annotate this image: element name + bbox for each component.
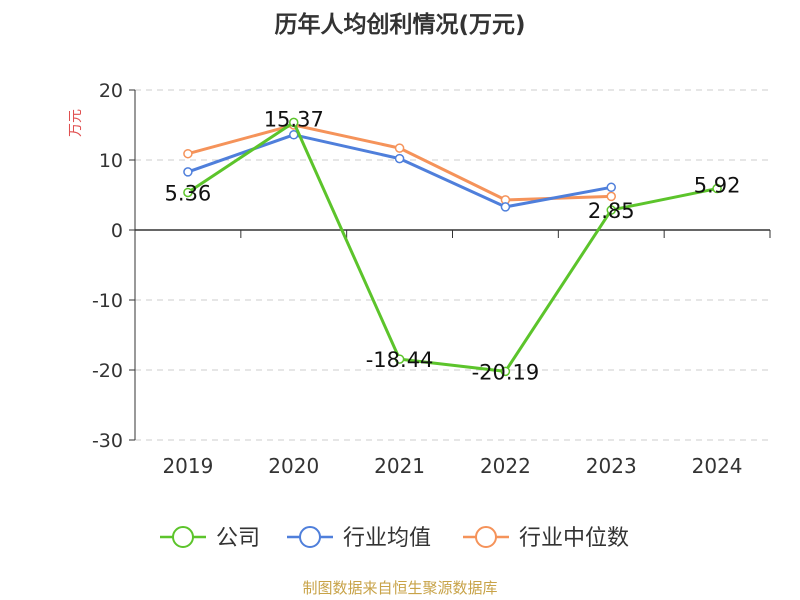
legend-swatch-marker: [299, 526, 321, 548]
y-tick-label: 10: [99, 150, 123, 172]
legend-item: 公司: [160, 526, 260, 551]
data-point: [289, 117, 299, 128]
data-point: [183, 148, 193, 159]
data-label: -18.44: [366, 348, 434, 372]
data-label: -20.19: [472, 360, 540, 384]
data-point: [606, 182, 616, 193]
data-label: 5.36: [165, 181, 212, 205]
y-tick-label: -30: [92, 430, 123, 452]
data-point: [183, 187, 193, 198]
y-tick-label: -20: [92, 360, 123, 382]
legend-swatch-marker: [172, 526, 194, 548]
source-footer: 制图数据来自恒生聚源数据库: [302, 579, 498, 597]
legend-label: 行业均值: [343, 526, 431, 551]
y-tick-label: 20: [99, 80, 123, 102]
data-point: [394, 354, 405, 364]
data-point: [606, 205, 616, 215]
y-axis-label: 万元: [68, 109, 84, 137]
y-tick-label: 0: [111, 220, 123, 242]
x-tick-label: 2023: [586, 454, 637, 478]
data-label: 15.37: [264, 107, 324, 131]
data-point: [394, 153, 405, 164]
data-point: [183, 167, 193, 177]
x-tick-label: 2019: [162, 454, 213, 478]
data-label: 2.85: [588, 199, 635, 223]
legend-item: 行业均值: [287, 526, 431, 551]
x-tick-label: 2024: [692, 454, 743, 478]
legend-item: 行业中位数: [463, 526, 629, 551]
x-tick-label: 2021: [374, 454, 425, 478]
data-point: [712, 183, 722, 194]
data-point: [606, 191, 616, 202]
y-tick-label: -10: [92, 290, 123, 312]
legend-label: 行业中位数: [519, 526, 629, 551]
x-tick-label: 2020: [268, 454, 319, 478]
data-label: 5.92: [694, 174, 741, 198]
x-tick-label: 2022: [480, 454, 531, 478]
legend-swatch-marker: [475, 526, 497, 548]
data-point: [500, 366, 511, 377]
chart-title: 历年人均创利情况(万元): [274, 11, 525, 38]
legend-label: 公司: [216, 526, 260, 551]
data-point: [394, 143, 405, 153]
data-point: [500, 202, 511, 212]
series-line: [187, 120, 718, 373]
